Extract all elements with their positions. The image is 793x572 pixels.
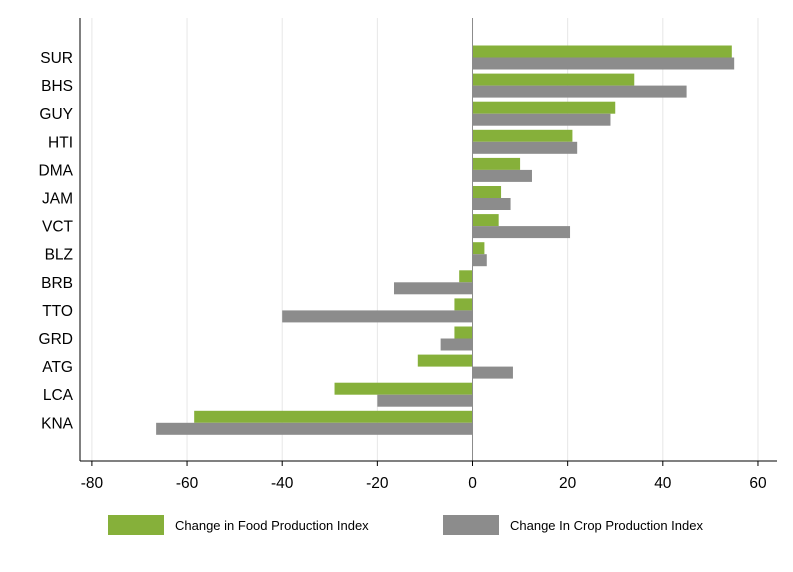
y-tick-label: ATG [42, 359, 73, 376]
x-tick-label: 60 [749, 475, 767, 492]
bar-lca-food [334, 382, 473, 395]
bar-vct-crop [472, 226, 571, 239]
y-tick-label: GUY [39, 106, 73, 123]
legend-swatch [108, 515, 164, 535]
y-tick-label: SUR [40, 50, 73, 67]
bar-sur-crop [472, 57, 735, 70]
x-tick-label: 20 [559, 475, 577, 492]
y-tick-label: JAM [42, 191, 73, 208]
y-tick-label: GRD [39, 331, 73, 348]
y-tick-label: HTI [48, 134, 73, 151]
bar-brb-food [459, 270, 473, 283]
bar-brb-crop [394, 282, 473, 295]
bar-sur-food [472, 45, 732, 58]
bar-bhs-crop [472, 85, 687, 98]
bar-hti-food [472, 129, 573, 142]
bar-tto-food [454, 298, 473, 311]
bar-kna-crop [156, 422, 473, 435]
bar-guy-crop [472, 113, 611, 126]
x-tick-label: -80 [81, 475, 104, 492]
y-tick-label: DMA [39, 162, 74, 179]
bars [156, 45, 735, 435]
x-tick-label: -20 [366, 475, 389, 492]
bar-kna-food [194, 410, 473, 423]
bar-jam-crop [472, 198, 511, 210]
bar-hti-crop [472, 141, 578, 154]
bar-grd-crop [440, 338, 473, 351]
legend: Change in Food Production Index Change In… [108, 515, 703, 535]
bar-dma-food [472, 157, 521, 170]
legend-swatch [443, 515, 499, 535]
y-tick-label: BRB [41, 275, 73, 292]
bar-dma-crop [472, 169, 532, 182]
bar-blz-food [472, 242, 485, 255]
y-tick-label: TTO [42, 303, 73, 320]
y-tick-label: BLZ [45, 247, 73, 264]
gridlines [91, 18, 759, 461]
axes: SUR BHS GUY HTI DMA JAM VCT BLZ BRB TTO GRD ATG LCA K… [39, 18, 777, 492]
legend-label: Change in Food Production Index [175, 518, 369, 533]
bar-tto-crop [282, 310, 473, 323]
bar-atg-crop [472, 366, 513, 379]
bar-guy-food [472, 101, 616, 114]
y-tick-label: LCA [43, 387, 74, 404]
y-tick-label: VCT [42, 219, 74, 236]
x-tick-label: 40 [654, 475, 672, 492]
x-tick-label: -60 [176, 475, 199, 492]
bar-vct-food [472, 214, 499, 227]
bar-jam-food [472, 186, 502, 198]
legend-label: Change In Crop Production Index [510, 518, 703, 533]
bar-blz-crop [472, 254, 487, 267]
bar-atg-food [417, 354, 473, 367]
bar-bhs-food [472, 73, 635, 86]
y-tick-label: KNA [41, 415, 74, 432]
y-tick-label: BHS [41, 78, 73, 95]
bar-grd-food [454, 326, 473, 339]
bar-lca-crop [377, 394, 473, 407]
x-tick-label: -40 [271, 475, 294, 492]
x-tick-label: 0 [468, 475, 477, 492]
